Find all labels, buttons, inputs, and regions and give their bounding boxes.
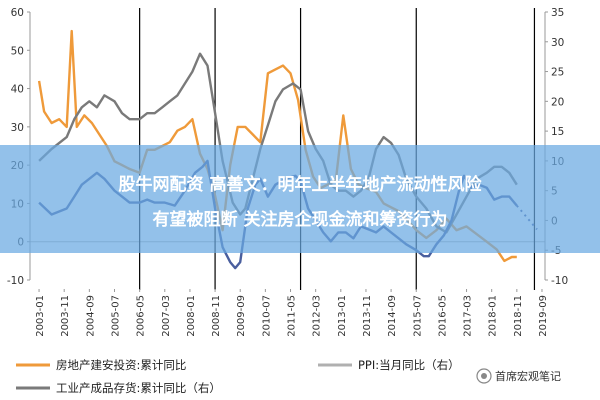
right-axis-tick-label: 15 [551, 126, 564, 138]
x-axis-tick-label: 2019-09 [538, 295, 549, 337]
legend-label: 工业产成品存货:累计同比（右） [56, 381, 221, 395]
right-axis-tick-label: 20 [551, 96, 564, 108]
left-axis-tick-label: 60 [11, 7, 24, 19]
right-axis-tick-label: 35 [551, 7, 564, 19]
legend-label: PPI:当月同比（右） [358, 358, 460, 372]
x-axis-tick-label: 2006-05 [136, 295, 147, 337]
x-axis-tick-label: 2010-07 [261, 295, 272, 337]
x-axis-tick-label: 2008-01 [186, 295, 197, 337]
x-axis-tick-label: 2016-05 [437, 295, 448, 337]
x-axis-tick-label: 2018-11 [513, 295, 524, 337]
legend-label: 房地产建安投资:累计同比 [56, 358, 186, 372]
banner-title-line-2: 有望被阻断 关注房企现金流和筹资行为 [153, 209, 448, 230]
title-banner [0, 145, 600, 253]
banner-title-line-1: 股牛网配资 高善文：明年上半年地产流动性风险 [119, 174, 483, 195]
x-axis-tick-label: 2013-01 [337, 295, 348, 337]
legend: 房地产建安投资:累计同比 PPI:当月同比（右） 工业产成品存货:累计同比（右） [16, 358, 460, 395]
x-axis-tick-label: 2007-03 [161, 295, 172, 337]
right-axis-tick-label: -10 [551, 275, 568, 287]
x-axis-tick-label: 2017-03 [463, 295, 474, 337]
right-axis-tick-label: 30 [551, 37, 564, 49]
x-axis-tick-label: 2014-09 [387, 295, 398, 337]
x-axis-tick-label: 2018-01 [488, 295, 499, 337]
x-axis-tick-label: 2009-09 [236, 295, 247, 337]
x-axis-tick-label: 2003-01 [35, 295, 46, 337]
x-axis-tick-label: 2012-03 [312, 295, 323, 337]
x-axis-tick-label: 2004-09 [85, 295, 96, 337]
left-axis-tick-label: 50 [11, 45, 24, 57]
left-axis-tick-label: 30 [11, 122, 24, 134]
left-axis-tick-label: -10 [7, 275, 24, 287]
left-axis-tick-label: 40 [11, 84, 24, 96]
watermark: 首席宏观笔记 [476, 368, 561, 384]
watermark-logo-dot-icon [481, 373, 487, 379]
x-axis-tick-label: 2011-05 [287, 295, 298, 337]
x-axis-tick-label: 2015-07 [412, 295, 423, 337]
x-axis-tick-label: 2003-11 [60, 295, 71, 337]
watermark-label: 首席宏观笔记 [495, 369, 561, 383]
x-axis-tick-label: 2008-11 [211, 295, 222, 337]
right-axis-tick-label: 25 [551, 67, 564, 79]
x-axis-tick-label: 2013-11 [362, 295, 373, 337]
x-axis-tick-label: 2005-07 [111, 295, 122, 337]
